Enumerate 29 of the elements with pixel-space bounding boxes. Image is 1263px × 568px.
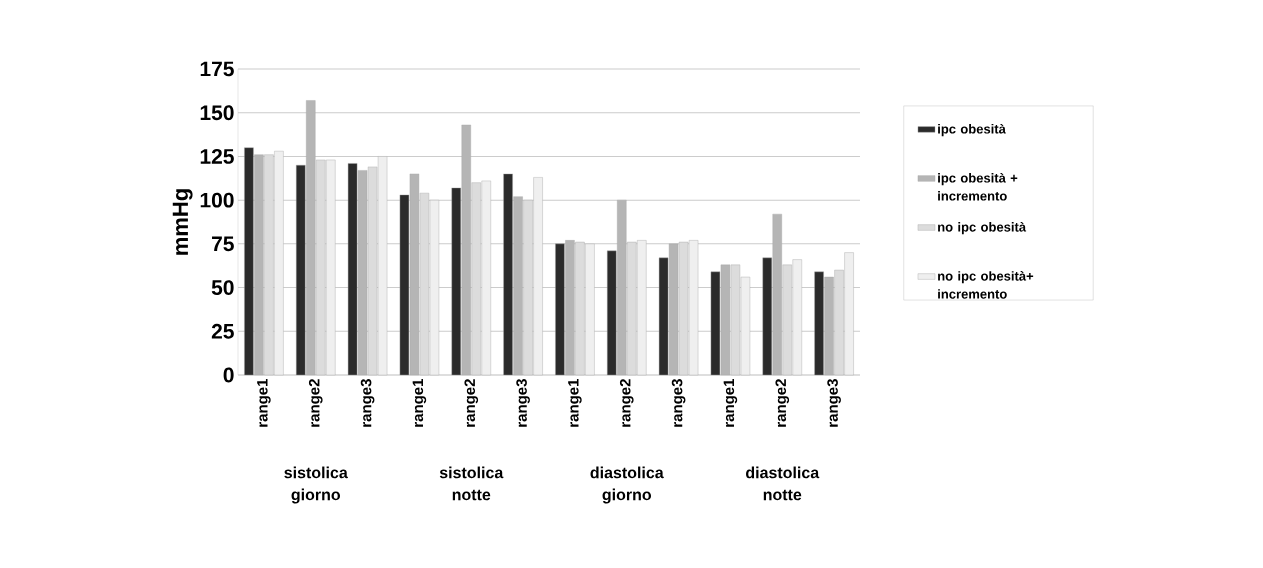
text: diastolica giorno [590, 466, 664, 504]
x-tick-label: range1 [568, 378, 582, 427]
x-tick-label: range3 [360, 379, 375, 427]
y-tick-label: 50 [211, 280, 234, 295]
x-tick-label: range3 [827, 379, 841, 427]
legend-label: ipc obesità + incremento [938, 172, 1018, 201]
y-axis-title: mmHg [172, 189, 193, 255]
legend-label: ipc obesità [938, 123, 1006, 137]
x-tick-label: range3 [671, 379, 686, 427]
x-tick-label: range2 [775, 379, 790, 427]
y-tick-label: 175 [200, 61, 234, 77]
text: sistolica giorno [284, 466, 348, 504]
y-tick-label: 100 [200, 192, 234, 208]
x-tick-label: range3 [516, 379, 530, 427]
y-tick-label: 25 [211, 323, 234, 339]
y-tick-label: 75 [212, 236, 234, 252]
text: diastolica notte [746, 466, 820, 501]
x-tick-label: range2 [619, 379, 634, 427]
x-tick-label: range1 [723, 378, 738, 427]
x-tick-label: range1 [412, 378, 427, 427]
y-tick-label: 150 [200, 105, 234, 121]
legend-label: no ipc obesità [938, 221, 1027, 235]
x-tick-label: range1 [257, 378, 271, 427]
x-tick-label: range2 [308, 379, 323, 427]
y-tick-label: 125 [200, 148, 234, 164]
y-tick-label: 0 [223, 367, 234, 383]
text: sistolica notte [439, 466, 504, 501]
x-tick-label: range2 [464, 379, 479, 427]
legend-label: no ipc obesità+ incremento [938, 271, 1034, 299]
